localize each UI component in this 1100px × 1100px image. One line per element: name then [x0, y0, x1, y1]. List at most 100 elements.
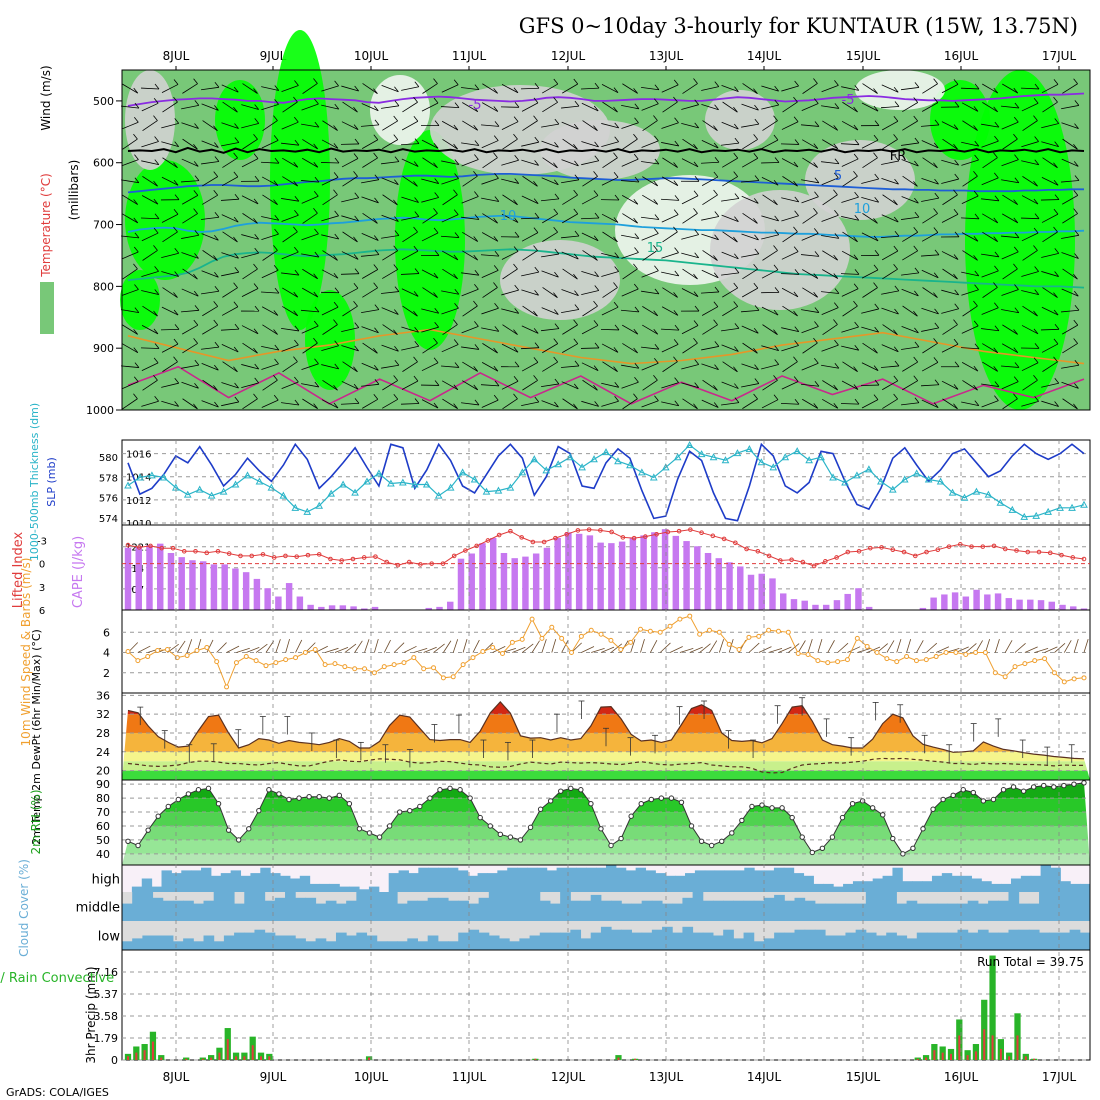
li-marker — [823, 559, 828, 564]
wind-speed-marker — [332, 661, 338, 667]
wind-barb — [294, 80, 299, 86]
wind-barb — [562, 268, 578, 280]
wind-barb — [593, 190, 599, 196]
cape-bar — [683, 541, 690, 610]
wind-barb — [773, 264, 779, 271]
wind-speed-marker — [312, 646, 318, 652]
wind-barb — [513, 217, 519, 223]
thickness-marker — [614, 457, 622, 465]
wind-barb — [493, 282, 498, 288]
li-marker — [136, 545, 142, 550]
wind-barb — [481, 197, 499, 202]
wind-barb — [913, 356, 919, 363]
cape-bar — [221, 564, 228, 610]
wind-barb — [493, 217, 498, 224]
wind-barb — [873, 218, 878, 224]
wind-barb — [193, 143, 198, 150]
wind-barb — [813, 78, 818, 84]
wind-barb — [942, 324, 958, 335]
wind-barb — [302, 398, 318, 409]
wind-barb — [161, 252, 179, 259]
wind-barb — [942, 398, 958, 410]
cape-bar — [951, 592, 959, 610]
cape-bar — [479, 543, 486, 610]
cloud-bar — [519, 892, 531, 921]
cloud-bar — [417, 941, 429, 950]
thickness-marker — [578, 463, 586, 471]
wind-barb — [553, 208, 559, 215]
wind-barb — [993, 366, 999, 372]
wind-barb — [413, 647, 428, 653]
cloud-bar — [438, 867, 449, 892]
rh-marker — [1010, 784, 1017, 790]
wind-barb — [793, 376, 799, 382]
wind-speed-marker — [677, 616, 683, 622]
cloud-bar — [833, 886, 844, 892]
wind-barb — [780, 143, 800, 145]
rh-marker — [215, 800, 222, 807]
wind-barb — [754, 234, 759, 241]
wind-barb — [802, 287, 818, 298]
wind-barb — [501, 121, 519, 130]
wind-speed-marker — [549, 624, 555, 630]
cape-bar — [994, 593, 1002, 610]
y-tick-label: 5.37 — [94, 988, 119, 1001]
wind-barb — [653, 115, 658, 121]
wind-barb — [274, 344, 280, 351]
wind-barb — [121, 289, 139, 296]
wind-barb — [462, 380, 478, 391]
li-marker — [418, 562, 423, 567]
wind-barb — [642, 194, 658, 205]
wind-barb — [342, 101, 358, 113]
wind-speed-marker — [766, 627, 772, 633]
wind-barb — [234, 123, 239, 129]
wind-barb — [1021, 232, 1039, 242]
wind-speed-marker — [273, 660, 279, 666]
precip-conv-bar — [958, 1035, 961, 1060]
wind-barb — [454, 102, 460, 108]
wind-barb — [393, 309, 399, 315]
wind-barb — [761, 85, 779, 92]
wind-barb — [141, 195, 159, 205]
cloud-bar — [672, 932, 683, 950]
wind-barb — [694, 99, 699, 105]
wind-speed-marker — [1022, 661, 1028, 667]
wind-barb — [481, 327, 499, 332]
cloud-bar — [210, 875, 222, 892]
wind-barb — [694, 252, 700, 259]
wind-barb — [214, 271, 219, 278]
wind-barb — [661, 382, 679, 389]
cloud-bar — [723, 900, 734, 921]
wind-barb — [441, 307, 459, 315]
wind-barb — [274, 157, 280, 164]
thickness-marker — [841, 478, 849, 486]
rh-marker — [970, 789, 977, 796]
wind-barb — [173, 292, 178, 298]
wind-barb — [182, 83, 198, 94]
li-marker — [485, 538, 491, 543]
wind-barb — [633, 393, 638, 399]
wind-barb — [374, 249, 380, 255]
wind-barb — [241, 364, 259, 370]
wind-barb — [709, 640, 718, 653]
wind-barb — [742, 212, 758, 224]
wind-barb — [402, 231, 418, 243]
y-tick-label: 4 — [103, 647, 110, 660]
wind-barb — [361, 362, 379, 371]
wind-barb — [534, 212, 540, 219]
y-tick-label: 1.79 — [94, 1032, 119, 1045]
wind-barb — [282, 176, 298, 187]
cape-bar — [447, 601, 454, 610]
wind-barb — [221, 271, 239, 277]
wind-barb — [551, 638, 557, 653]
wind-barb — [214, 364, 219, 371]
wind-barb — [913, 181, 918, 187]
wind-barb — [402, 361, 418, 372]
wind-barb — [421, 399, 439, 409]
cloud-bar — [223, 935, 235, 950]
thickness-marker — [351, 488, 359, 496]
wind-barb — [443, 640, 452, 653]
wind-barb — [553, 292, 558, 298]
thickness-marker — [602, 448, 610, 456]
wind-barb — [1001, 179, 1019, 184]
